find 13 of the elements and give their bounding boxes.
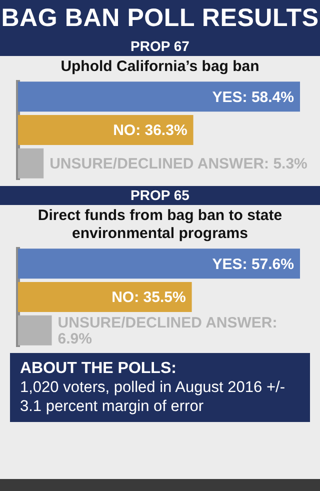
chart-subtitle: Direct funds from bag ban to state environmental programs	[36, 206, 284, 243]
data-label: UNSURE/DECLINED ANSWER: 5.3%	[50, 155, 308, 172]
data-label: YES: 57.6%	[212, 256, 294, 273]
data-label: NO: 36.3%	[113, 122, 188, 140]
text: 1,020 voters, polled in August 2016 +/- 3.1 percent margin of error	[20, 378, 286, 416]
text: ABOUT THE POLLS:	[20, 359, 178, 378]
chart-title: PROP 65	[0, 186, 320, 205]
chart-title: PROP 67	[0, 37, 320, 56]
data-label: NO: 35.5%	[112, 289, 186, 306]
data-label: YES: 58.4%	[212, 88, 294, 106]
chart-subtitle: Uphold California’s bag ban	[60, 57, 260, 76]
text: BAG BAN POLL RESULTS	[0, 0, 320, 37]
data-label: UNSURE/DECLINED ANSWER: 6.9%	[58, 314, 278, 348]
